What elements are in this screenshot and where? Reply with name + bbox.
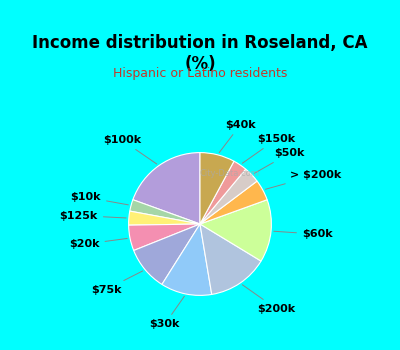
Wedge shape xyxy=(200,200,271,261)
Text: $125k: $125k xyxy=(60,211,126,220)
Wedge shape xyxy=(200,153,234,224)
Wedge shape xyxy=(200,181,267,224)
Text: $60k: $60k xyxy=(274,229,333,239)
Text: $40k: $40k xyxy=(219,120,256,153)
Wedge shape xyxy=(129,224,200,251)
Text: $50k: $50k xyxy=(254,148,305,173)
Text: $200k: $200k xyxy=(242,285,296,314)
Wedge shape xyxy=(133,153,200,224)
Text: $20k: $20k xyxy=(69,238,127,249)
Wedge shape xyxy=(200,161,246,224)
Text: $150k: $150k xyxy=(242,134,296,163)
Text: Hispanic or Latino residents: Hispanic or Latino residents xyxy=(113,67,287,80)
Text: $100k: $100k xyxy=(103,135,157,164)
Wedge shape xyxy=(130,200,200,224)
Text: > $200k: > $200k xyxy=(266,170,341,189)
Text: City-Data.com: City-Data.com xyxy=(199,169,259,177)
Wedge shape xyxy=(200,169,257,224)
Wedge shape xyxy=(200,224,261,294)
Text: $30k: $30k xyxy=(150,296,184,329)
Text: $75k: $75k xyxy=(91,271,143,295)
Text: $10k: $10k xyxy=(70,192,128,205)
Wedge shape xyxy=(162,224,212,295)
Wedge shape xyxy=(134,224,200,285)
Text: Income distribution in Roseland, CA
(%): Income distribution in Roseland, CA (%) xyxy=(32,34,368,73)
Wedge shape xyxy=(128,211,200,225)
